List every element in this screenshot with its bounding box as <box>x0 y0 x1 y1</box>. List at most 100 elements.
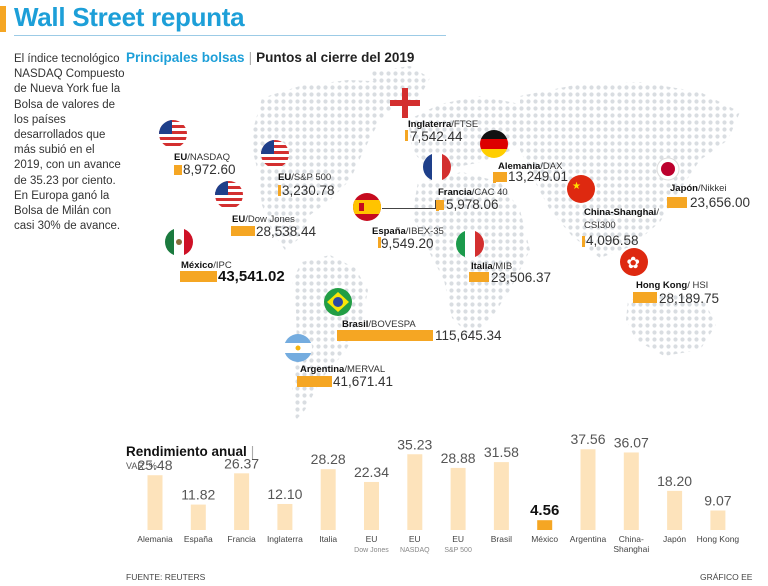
title-accent-bar <box>0 6 6 32</box>
value-spain: 9,549.20 <box>381 236 434 251</box>
bar-value-label: 11.82 <box>181 487 215 503</box>
value-france: 5,978.06 <box>446 197 499 212</box>
source-note: FUENTE: REUTERS <box>126 572 206 582</box>
bar-category-label: Hong Kong <box>697 534 740 544</box>
china-tick <box>582 236 585 247</box>
value-brazil: 115,645.34 <box>435 328 502 343</box>
value-china: 4,096.58 <box>586 233 639 248</box>
title-divider <box>14 35 446 36</box>
england-tick <box>405 130 408 141</box>
bar-eu-nasdaq <box>174 165 182 175</box>
us-flag-icon <box>159 120 187 148</box>
spain-leader-line <box>382 208 436 209</box>
bar-value-label: 9.07 <box>704 492 731 508</box>
italy-flag-icon <box>456 230 484 258</box>
bar-value-label: 22.34 <box>354 464 389 480</box>
spain-tick <box>378 237 381 248</box>
bar-m-xico <box>537 520 553 530</box>
bar-value-label: 35.23 <box>397 436 432 452</box>
market-label-argentina: Argentina/MERVAL <box>300 364 386 375</box>
market-label-france: Francia/CAC 40 <box>438 187 508 198</box>
bar-subcategory-label: Dow Jones <box>354 547 389 554</box>
bar-francia <box>234 473 250 530</box>
svg-text:★: ★ <box>572 181 581 192</box>
page-title: Wall Street repunta <box>14 2 245 32</box>
france-tick <box>436 200 439 211</box>
bar-category-label: Japón <box>663 534 686 544</box>
bar-brazil <box>337 330 433 341</box>
bar-category-label: China- <box>619 534 644 544</box>
bar-category-label: Inglaterra <box>267 534 303 544</box>
spain-leader-drop <box>435 200 436 209</box>
bar-mexico <box>180 271 217 282</box>
market-label-china: China-Shanghai/ <box>584 207 659 218</box>
bar-france <box>439 200 444 210</box>
value-mexico: 43,541.02 <box>218 268 285 285</box>
brazil-flag-icon <box>324 288 352 316</box>
bar-category-label: Argentina <box>570 534 607 544</box>
value-argentina: 41,671.41 <box>333 374 394 389</box>
oceania-shape <box>626 292 716 356</box>
germany-flag-icon <box>480 130 508 158</box>
bar-value-label: 25.48 <box>137 457 172 473</box>
bar-category-label: Shanghai <box>613 544 649 554</box>
map-title-main: Principales bolsas <box>126 50 245 65</box>
rendimiento-title: Rendimiento anual | <box>126 444 255 459</box>
us-sp500-tick <box>278 185 281 196</box>
bar-category-label: México <box>531 534 558 544</box>
france-flag-icon <box>423 153 451 181</box>
bar-subcategory-label: NASDAQ <box>400 547 430 554</box>
value-italy: 23,506.37 <box>491 270 552 285</box>
hongkong-flag-icon: ✿ <box>620 248 648 276</box>
graphic-credit: GRÁFICO EE <box>700 572 753 582</box>
argentina-flag-icon <box>284 334 312 362</box>
value-eu-nasdaq: 8,972.60 <box>183 162 236 177</box>
bar-espa-a <box>190 504 206 530</box>
bar-hongkong <box>633 292 657 303</box>
bar-category-label: Francia <box>227 534 256 544</box>
bar-china-shanghai <box>623 452 639 530</box>
market-label-eu-nasdaq: EU/NASDAQ <box>174 152 230 163</box>
bar-category-label: EU <box>452 534 464 544</box>
us-flag-icon <box>261 140 289 168</box>
market-label-japan: Japón/Nikkei <box>670 183 727 194</box>
mexico-flag-icon <box>165 228 193 256</box>
bar-value-label: 26.37 <box>224 455 259 471</box>
map-title-sub: Puntos al cierre del 2019 <box>256 50 415 65</box>
value-japan: 23,656.00 <box>690 195 751 210</box>
bar-value-label: 28.28 <box>311 451 346 467</box>
market-label-spain: España/IBEX-35 <box>372 226 444 237</box>
bar-subcategory-label: S&P 500 <box>444 547 472 554</box>
market-index-china: CSI300 <box>584 220 616 231</box>
china-flag-icon: ★ <box>567 175 595 203</box>
bar-value-label: 31.58 <box>484 444 519 460</box>
bar-category-label: Alemania <box>137 534 173 544</box>
market-label-mexico: México/IPC <box>181 260 232 271</box>
bar-eu-nasdaq <box>407 454 423 530</box>
bar-category-label: Brasil <box>491 534 512 544</box>
value-hongkong: 28,189.75 <box>659 291 720 306</box>
bar-italy <box>469 272 489 282</box>
bar-brasil <box>493 462 509 530</box>
value-england: 7,542.44 <box>410 129 463 144</box>
bar-category-label: Italia <box>319 534 337 544</box>
bar-inglaterra <box>277 503 293 530</box>
japan-flag-icon <box>656 157 680 181</box>
germany-tick <box>493 172 496 183</box>
rendimiento-unit: VAR. % <box>126 461 157 471</box>
market-label-eu-dow: EU/Dow Jones <box>232 214 295 225</box>
bar-argentina <box>580 449 596 530</box>
bar-jap-n <box>667 490 683 530</box>
bar-argentina <box>297 376 332 387</box>
bar-category-label: EU <box>409 534 421 544</box>
map-section-title: Principales bolsas | Puntos al cierre del … <box>126 50 414 65</box>
bar-eu-dow-jones <box>364 481 379 530</box>
bar-eu-s-p-500 <box>450 467 466 530</box>
bar-italia <box>320 469 336 530</box>
bar-alemania <box>147 475 163 530</box>
england-flag-icon <box>390 88 420 118</box>
bar-value-label: 12.10 <box>267 486 302 502</box>
bar-value-label: 18.20 <box>657 473 692 489</box>
bar-value-label: 28.88 <box>441 450 476 466</box>
